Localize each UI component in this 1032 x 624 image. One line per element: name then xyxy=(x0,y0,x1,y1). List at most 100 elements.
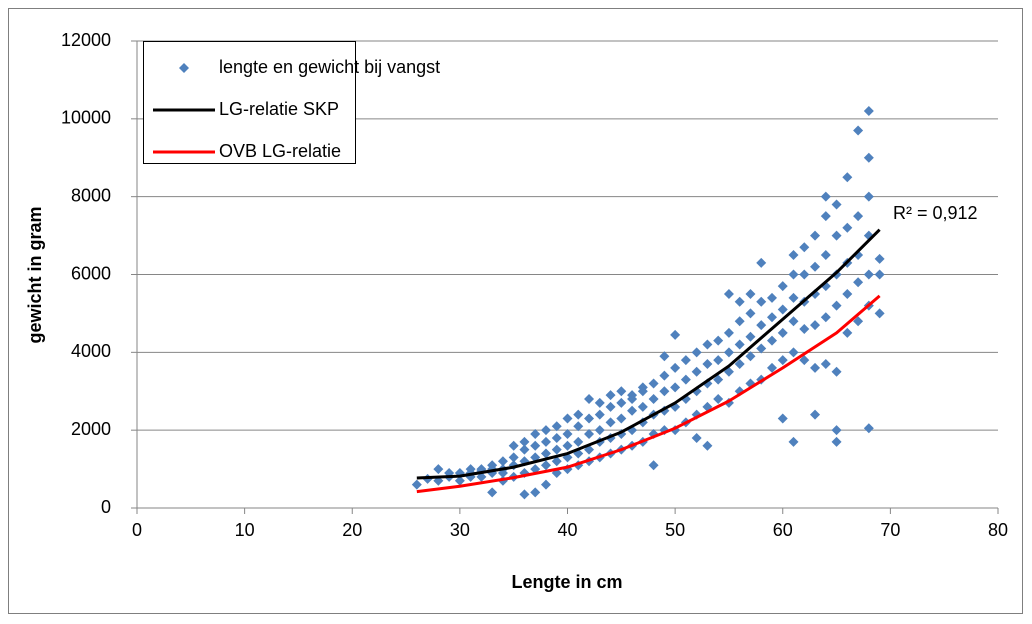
point xyxy=(680,374,691,385)
point xyxy=(605,401,616,412)
point xyxy=(766,335,777,346)
point xyxy=(766,292,777,303)
point xyxy=(788,436,799,447)
point xyxy=(777,355,788,366)
point xyxy=(530,487,541,498)
point xyxy=(745,308,756,319)
point xyxy=(519,436,530,447)
point xyxy=(627,394,638,405)
point xyxy=(540,479,551,490)
point xyxy=(863,191,874,202)
point xyxy=(788,292,799,303)
point xyxy=(540,448,551,459)
point xyxy=(788,316,799,327)
marks xyxy=(411,106,885,500)
point xyxy=(863,423,874,434)
point xyxy=(842,172,853,183)
y-tick-label: 4000 xyxy=(71,341,111,361)
point xyxy=(670,362,681,373)
point xyxy=(508,440,519,451)
point xyxy=(659,386,670,397)
point xyxy=(820,312,831,323)
point xyxy=(734,339,745,350)
point xyxy=(648,378,659,389)
point xyxy=(562,440,573,451)
legend-label: lengte en gewicht bij vangst xyxy=(219,57,440,77)
point xyxy=(637,401,648,412)
legend-label: OVB LG-relatie xyxy=(219,141,341,161)
point xyxy=(584,394,595,405)
point xyxy=(616,386,627,397)
point xyxy=(551,421,562,432)
point xyxy=(766,362,777,373)
point xyxy=(713,335,724,346)
point xyxy=(487,487,498,498)
point xyxy=(734,359,745,370)
point xyxy=(831,300,842,311)
point xyxy=(820,191,831,202)
x-tick-label: 0 xyxy=(132,520,142,540)
point xyxy=(670,329,681,340)
point xyxy=(584,429,595,440)
point xyxy=(508,452,519,463)
y-tick-label: 12000 xyxy=(61,30,111,50)
point xyxy=(573,409,584,420)
point xyxy=(756,296,767,307)
annotation: R² = 0,912 xyxy=(893,203,978,223)
point xyxy=(853,125,864,136)
point xyxy=(702,359,713,370)
point xyxy=(594,409,605,420)
point xyxy=(810,362,821,373)
point xyxy=(551,444,562,455)
point xyxy=(540,436,551,447)
point xyxy=(723,347,734,358)
point xyxy=(627,405,638,416)
point xyxy=(680,355,691,366)
point xyxy=(713,374,724,385)
point xyxy=(831,436,842,447)
point xyxy=(551,432,562,443)
point xyxy=(756,343,767,354)
point xyxy=(799,242,810,253)
point xyxy=(540,425,551,436)
point xyxy=(831,199,842,210)
point xyxy=(842,327,853,338)
point xyxy=(745,331,756,342)
point xyxy=(637,382,648,393)
trend-line xyxy=(416,228,881,480)
point xyxy=(659,370,670,381)
point xyxy=(874,253,885,264)
point xyxy=(616,413,627,424)
point xyxy=(605,417,616,428)
point xyxy=(551,456,562,467)
point xyxy=(863,152,874,163)
point xyxy=(723,288,734,299)
point xyxy=(433,464,444,475)
point xyxy=(702,440,713,451)
point xyxy=(745,288,756,299)
x-axis-title: Lengte in cm xyxy=(511,572,622,592)
point xyxy=(766,312,777,323)
point xyxy=(853,211,864,222)
y-axis-title: gewicht in gram xyxy=(25,206,45,343)
point xyxy=(842,222,853,233)
x-tick-label: 40 xyxy=(557,520,577,540)
point xyxy=(497,456,508,467)
point xyxy=(799,355,810,366)
point xyxy=(713,394,724,405)
point xyxy=(519,489,530,500)
point xyxy=(874,269,885,280)
point xyxy=(702,339,713,350)
point xyxy=(691,432,702,443)
point xyxy=(594,425,605,436)
point xyxy=(799,323,810,334)
point xyxy=(734,316,745,327)
point xyxy=(691,347,702,358)
point xyxy=(713,355,724,366)
point xyxy=(723,327,734,338)
point xyxy=(799,269,810,280)
y-tick-label: 2000 xyxy=(71,419,111,439)
point xyxy=(540,460,551,471)
point xyxy=(777,327,788,338)
point xyxy=(810,320,821,331)
